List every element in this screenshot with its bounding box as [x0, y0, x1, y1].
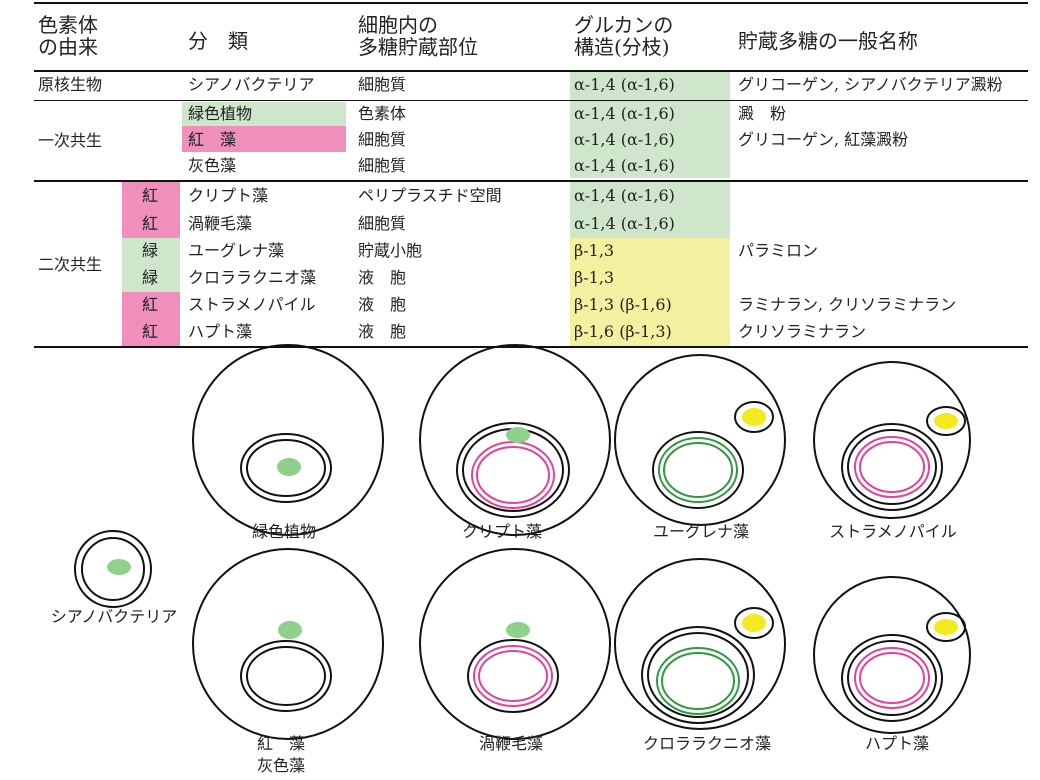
tag-bg-0 [122, 182, 180, 210]
tag-bg-3 [122, 265, 180, 292]
header-glucan: グルカンの 構造(分枝) [574, 13, 674, 59]
row-glucan: β-1,3 (β-1,6) [574, 295, 672, 314]
glucan-bg-alpha [570, 70, 730, 178]
header-name: 貯蔵多糖の一般名称 [738, 29, 918, 53]
row-location: 液 胞 [358, 268, 407, 287]
row-name: グリコーゲン, 紅藻澱粉 [738, 130, 909, 149]
row-tag: 紅 [142, 186, 159, 205]
row-group: ハプト藻 [188, 322, 253, 341]
row-glucan: α-1,4 (α-1,6) [574, 186, 675, 205]
euglenophyte-cell [614, 354, 786, 526]
row-glucan: β-1,6 (β-1,3) [574, 322, 672, 341]
row-group: クリプト藻 [188, 186, 269, 205]
row-glucan: α-1,4 (α-1,6) [574, 214, 675, 233]
row-glucan: α-1,4 (α-1,6) [574, 75, 675, 94]
header-group: 分 類 [188, 29, 248, 53]
caption-dinoflagellate: 渦鞭毛藻 [478, 734, 544, 753]
caption-cryptophyte: クリプト藻 [461, 522, 543, 541]
header-origin: 色素体 の由来 [38, 13, 98, 59]
row-tag: 緑 [142, 268, 159, 287]
caption-green-plants: 緑色植物 [251, 522, 317, 541]
section-primary: 一次共生 [38, 131, 103, 150]
green-plants-cell [192, 344, 384, 536]
row-group: ユーグレナ藻 [188, 241, 285, 260]
caption-cyanobacteria: シアノバクテリア [50, 607, 178, 626]
tag-bg-2 [122, 238, 180, 265]
row-tag: 緑 [142, 241, 159, 260]
row-location: 色素体 [358, 104, 407, 123]
row-glucan: α-1,4 (α-1,6) [574, 104, 675, 123]
row-name: クリソラミナラン [738, 322, 867, 341]
tag-bg-5 [122, 319, 180, 346]
row-location: 液 胞 [358, 295, 407, 314]
row-group: 灰色藻 [188, 156, 237, 175]
haptophyte-cell [813, 576, 971, 734]
row-glucan: α-1,4 (α-1,6) [574, 130, 675, 149]
glucan-bg-beta [570, 238, 730, 346]
polysaccharide-table: 色素体 の由来 分 類 細胞内の 多糖貯蔵部位 グルカンの 構造(分枝) 貯蔵多… [0, 0, 1040, 350]
row-tag: 紅 [142, 214, 159, 233]
rule-prokaryote [34, 100, 1028, 101]
group-bg-red-algae [182, 126, 346, 152]
caption-euglenophyte: ユーグレナ藻 [652, 522, 750, 541]
row-name: 澱 粉 [738, 104, 787, 123]
row-group: ストラメノパイル [188, 295, 316, 314]
row-location: 細胞質 [358, 130, 407, 149]
caption-chlorarachniophyte: クロララクニオ藻 [642, 734, 772, 753]
tag-bg-1 [122, 210, 180, 238]
row-location: 細胞質 [358, 75, 407, 94]
header-location: 細胞内の 多糖貯蔵部位 [358, 13, 478, 59]
glucan-bg-alpha-2 [570, 182, 730, 238]
cyanobacteria-cell [74, 530, 152, 608]
row-tag: 紅 [142, 295, 159, 314]
row-glucan: β-1,3 [574, 268, 615, 287]
rule-header [34, 70, 1028, 72]
row-tag: 紅 [142, 322, 159, 341]
red-glaucophyte-cell [192, 548, 384, 740]
row-group: シアノバクテリア [188, 75, 315, 94]
row-glucan: α-1,4 (α-1,6) [574, 156, 675, 175]
row-group: 渦鞭毛藻 [188, 214, 253, 233]
cryptophyte-cell [419, 344, 611, 536]
stramenopile-cell [813, 361, 971, 519]
row-name: グリコーゲン, シアノバクテリア澱粉 [738, 75, 1003, 94]
chlorarachniophyte-cell [614, 558, 786, 730]
row-location: 液 胞 [358, 322, 407, 341]
row-group: クロララクニオ藻 [188, 268, 317, 287]
row-location: 細胞質 [358, 214, 407, 233]
row-location: 細胞質 [358, 156, 407, 175]
caption-haptophyte: ハプト藻 [864, 734, 930, 753]
caption-red-glaucophyte: 紅 藻 灰色藻 [256, 734, 306, 775]
row-name: ラミナラン, クリソラミナラン [738, 295, 957, 314]
section-prokaryote: 原核生物 [38, 75, 103, 94]
tag-bg-4 [122, 292, 180, 319]
row-glucan: β-1,3 [574, 241, 615, 260]
row-location: 貯蔵小胞 [358, 241, 423, 260]
rule-top [34, 2, 1028, 4]
row-location: ペリプラスチド空間 [358, 186, 502, 205]
caption-stramenopile: ストラメノパイル [829, 522, 957, 541]
row-group: 紅 藻 [188, 130, 237, 149]
section-secondary: 二次共生 [38, 255, 103, 274]
dinoflagellate-cell [419, 548, 611, 740]
row-group: 緑色植物 [188, 104, 253, 123]
rule-primary [34, 180, 1028, 182]
row-name: パラミロン [738, 241, 819, 260]
group-bg-green-plants [182, 102, 346, 126]
